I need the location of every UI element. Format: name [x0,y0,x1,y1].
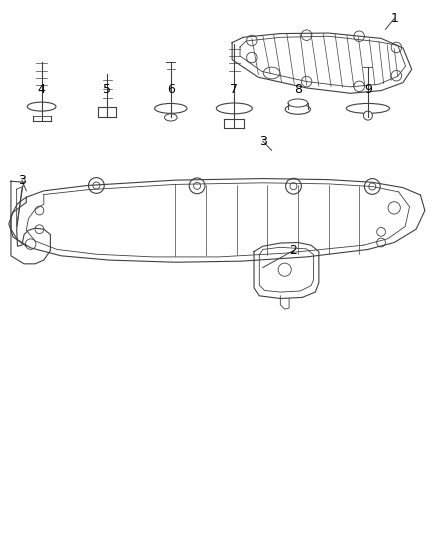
Circle shape [364,111,372,120]
Text: 2: 2 [290,244,297,257]
Ellipse shape [288,99,308,107]
Ellipse shape [285,104,311,114]
Text: 8: 8 [294,83,302,96]
Text: 3: 3 [259,135,267,148]
Ellipse shape [346,103,389,114]
Text: 7: 7 [230,83,238,96]
Text: 1: 1 [390,12,398,25]
Text: 9: 9 [364,83,372,96]
Text: 3: 3 [18,174,26,187]
Text: 6: 6 [167,83,175,96]
Ellipse shape [165,114,177,121]
Ellipse shape [27,102,56,111]
Text: 4: 4 [38,83,46,96]
Text: 5: 5 [103,83,111,96]
Ellipse shape [155,103,187,114]
Ellipse shape [216,103,252,114]
